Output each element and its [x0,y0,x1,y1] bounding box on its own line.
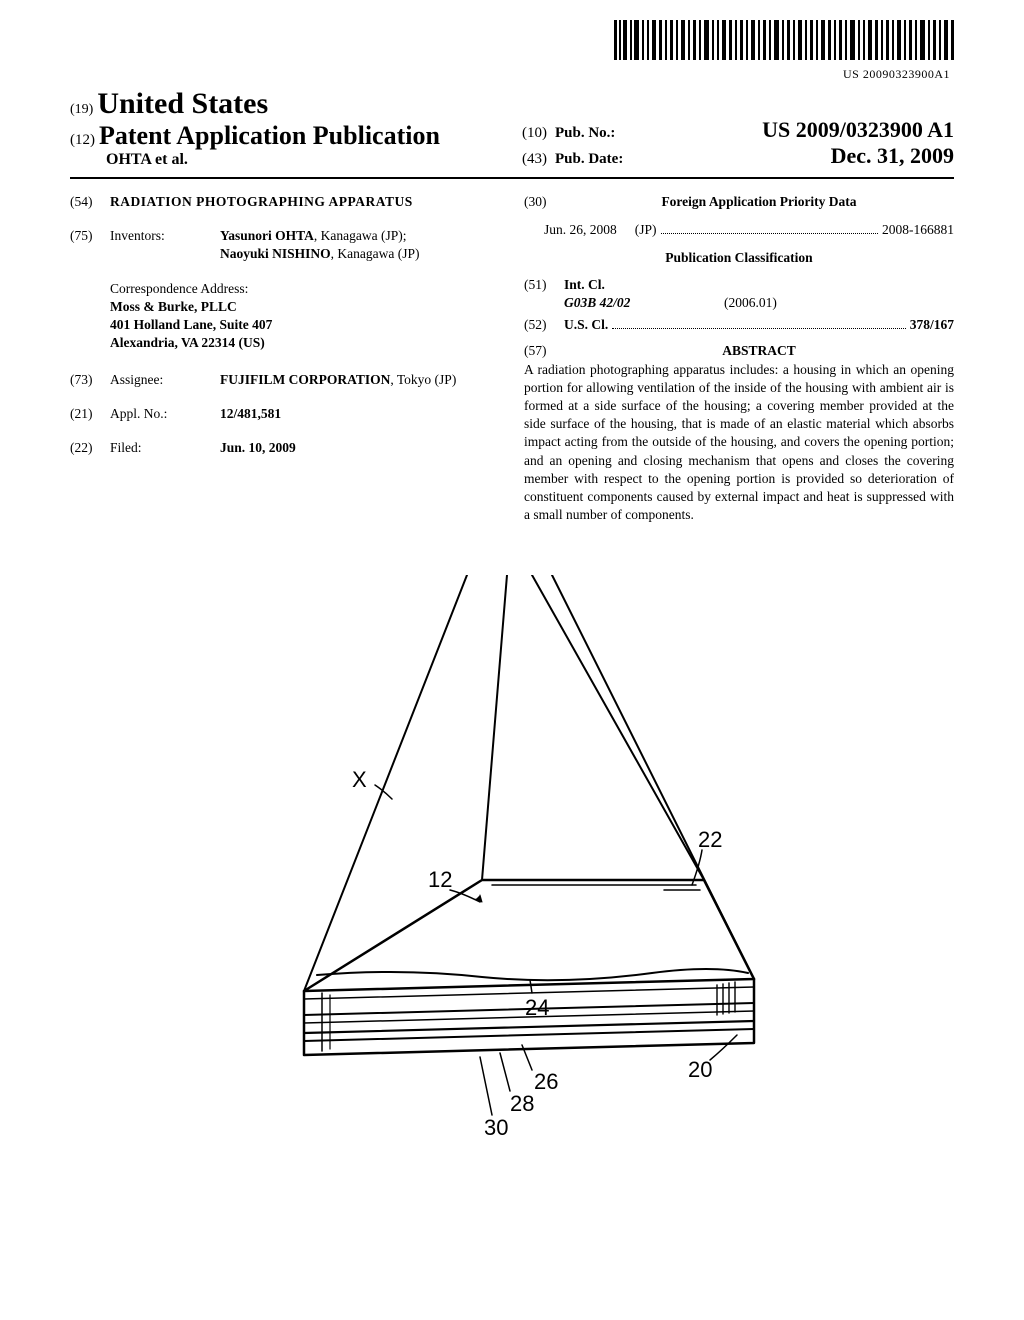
code-43: (43) [522,151,547,168]
code-21: (21) [70,405,110,423]
fig-label-24: 24 [525,995,549,1020]
corr-line-2: 401 Holland Lane, Suite 407 [110,316,500,334]
field-22: (22) Filed: Jun. 10, 2009 [70,439,500,457]
inventors-label: Inventors: [110,227,220,263]
inventor-2: Naoyuki NISHINO [220,246,331,261]
pubdate: Dec. 31, 2009 [831,143,954,169]
field-30: (30) Foreign Application Priority Data [524,193,954,211]
intcl-row: G03B 42/02 (2006.01) [564,294,954,312]
code-73: (73) [70,371,110,389]
assignee-label: Assignee: [110,371,220,389]
doc-type: Patent Application Publication [99,121,440,150]
barcode-area: US 20090323900A1 [70,20,954,83]
foreign-priority-title: Foreign Application Priority Data [564,193,954,211]
field-57: (57) ABSTRACT [524,342,954,360]
inventor-2-loc: , Kanagawa (JP) [331,246,420,261]
authors: OHTA et al. [106,151,188,168]
code-22: (22) [70,439,110,457]
applno-value: 12/481,581 [220,405,500,423]
field-21: (21) Appl. No.: 12/481,581 [70,405,500,423]
inventors-value: Yasunori OHTA, Kanagawa (JP); Naoyuki NI… [220,227,500,263]
barcode-number: US 20090323900A1 [614,67,950,82]
figure-area: X 12 22 24 20 26 28 30 [70,575,954,1200]
inventor-1-loc: , Kanagawa (JP); [314,228,407,243]
intcl-year: (2006.01) [724,294,777,312]
intcl-code: G03B 42/02 [564,294,724,312]
fig-label-12: 12 [428,867,452,892]
code-19: (19) [70,102,93,117]
field-54: (54) RADIATION PHOTOGRAPHING APPARATUS [70,193,500,211]
left-column: (54) RADIATION PHOTOGRAPHING APPARATUS (… [70,193,500,525]
priority-date: Jun. 26, 2008 [544,221,617,239]
priority-appno: 2008-166881 [882,221,954,239]
abstract-text: A radiation photographing apparatus incl… [524,361,954,525]
fig-label-x: X [352,767,367,792]
applno-label: Appl. No.: [110,405,220,423]
assignee-value: FUJIFILM CORPORATION, Tokyo (JP) [220,371,500,389]
fig-label-28: 28 [510,1091,534,1116]
code-30: (30) [524,193,564,211]
field-52: (52) U.S. Cl. 378/167 [524,316,954,334]
corr-line-1: Moss & Burke, PLLC [110,298,500,316]
right-column: (30) Foreign Application Priority Data J… [524,193,954,525]
dotted-leader [661,222,878,234]
filed-value: Jun. 10, 2009 [220,439,500,457]
field-75: (75) Inventors: Yasunori OHTA, Kanagawa … [70,227,500,263]
fig-label-20: 20 [688,1057,712,1082]
divider [70,177,954,179]
assignee-loc: , Tokyo (JP) [390,372,456,387]
code-52: (52) [524,316,564,334]
corr-line-3: Alexandria, VA 22314 (US) [110,334,500,352]
intcl-label: Int. Cl. [564,276,605,294]
field-51: (51) Int. Cl. [524,276,954,294]
pubdate-label: Pub. Date: [555,151,623,168]
priority-row: Jun. 26, 2008 (JP) 2008-166881 [544,221,954,239]
uscl-value: 378/167 [910,316,954,334]
pubclass-header: Publication Classification [524,249,954,267]
filed-label: Filed: [110,439,220,457]
correspondence-block: Correspondence Address: Moss & Burke, PL… [110,280,500,353]
dotted-leader-2 [612,317,905,329]
barcode-svg [614,20,954,60]
field-73: (73) Assignee: FUJIFILM CORPORATION, Tok… [70,371,500,389]
assignee-name: FUJIFILM CORPORATION [220,372,390,387]
code-51: (51) [524,276,564,294]
barcode: US 20090323900A1 [614,20,954,82]
header: (19) United States (12) Patent Applicati… [70,87,954,169]
fig-label-26: 26 [534,1069,558,1094]
pubno: US 2009/0323900 A1 [762,117,954,143]
invention-title: RADIATION PHOTOGRAPHING APPARATUS [110,193,500,211]
code-57: (57) [524,342,564,360]
priority-country: (JP) [635,221,657,239]
fig-label-30: 30 [484,1115,508,1140]
code-12: (12) [70,132,95,148]
code-10: (10) [522,125,547,142]
abstract-label: ABSTRACT [564,342,954,360]
header-right: (10) Pub. No.: US 2009/0323900 A1 (43) P… [502,117,954,169]
uscl-label: U.S. Cl. [564,316,608,334]
fig-label-22: 22 [698,827,722,852]
inventor-1: Yasunori OHTA [220,228,314,243]
patent-figure: X 12 22 24 20 26 28 30 [232,575,792,1195]
code-75: (75) [70,227,110,263]
pubno-label: Pub. No.: [555,125,615,142]
country: United States [97,87,268,120]
header-left: (19) United States (12) Patent Applicati… [70,87,502,169]
corr-label: Correspondence Address: [110,280,500,298]
code-54: (54) [70,193,110,211]
biblio-columns: (54) RADIATION PHOTOGRAPHING APPARATUS (… [70,193,954,525]
